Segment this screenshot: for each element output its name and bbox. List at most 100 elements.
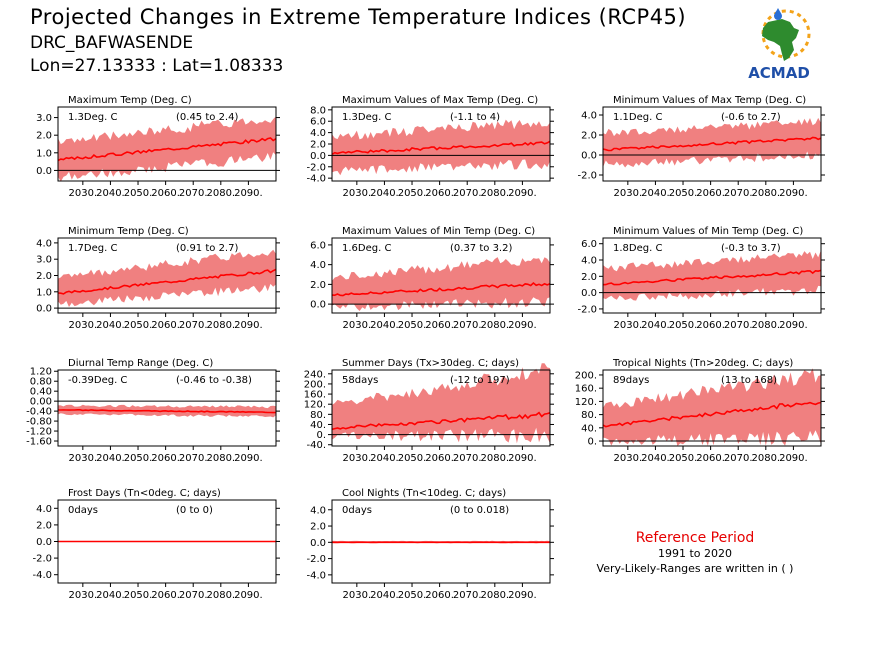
y-tick-label: 4.0 xyxy=(581,111,597,122)
africa-map-logo: ACMAD xyxy=(748,8,811,82)
y-tick-label: 4.0 xyxy=(310,505,326,516)
reference-note: Very-Likely-Ranges are written in ( ) xyxy=(596,562,794,575)
x-tick-label: 2090. xyxy=(234,590,263,601)
range-band xyxy=(58,249,276,307)
chart-title: Diurnal Temp Range (Deg. C) xyxy=(68,358,213,369)
y-tick-label: -4.0 xyxy=(306,570,326,581)
likely-range: (-0.3 to 3.7) xyxy=(721,243,781,254)
change-value: 58days xyxy=(342,375,378,386)
y-tick-label: 0.0 xyxy=(581,151,597,162)
chart-title: Minimum Values of Max Temp (Deg. C) xyxy=(613,95,806,106)
likely-range: (-0.6 to 2.7) xyxy=(721,112,781,123)
x-tick-label: 2080. xyxy=(206,590,235,601)
range-band xyxy=(332,257,550,311)
x-tick-label: 2040. xyxy=(370,320,399,331)
y-tick-label: 2.0 xyxy=(310,522,326,533)
y-tick-label: 6.0 xyxy=(310,240,326,251)
y-tick-label: -4.0 xyxy=(306,174,326,185)
y-tick-label: 2.0 xyxy=(36,131,52,142)
x-tick-label: 2060. xyxy=(425,453,454,464)
x-tick-label: 2030. xyxy=(69,320,98,331)
x-tick-label: 2080. xyxy=(751,188,780,199)
x-tick-label: 2070. xyxy=(179,590,208,601)
x-tick-label: 2050. xyxy=(124,188,153,199)
x-tick-label: 2040. xyxy=(96,188,125,199)
likely-range: (-12 to 197) xyxy=(450,375,510,386)
chart-panel: -4.0 -2.0 0.0 2.0 4.0 2030.2040.2050.2060.207… xyxy=(32,488,280,601)
likely-range: (0.91 to 2.7) xyxy=(176,243,238,254)
range-band xyxy=(603,250,821,301)
x-tick-label: 2030. xyxy=(343,188,372,199)
x-tick-label: 2090. xyxy=(779,453,808,464)
chart-panel: -1.60-1.20-0.80-0.400.000.400.801.20 2030… xyxy=(26,358,280,464)
acmad-logo: ACMAD xyxy=(738,8,820,88)
x-tick-label: 2060. xyxy=(425,320,454,331)
y-tick-label: -0.40 xyxy=(26,407,52,418)
likely-range: (-1.1 to 4) xyxy=(450,112,500,123)
y-tick-label: 0.0 xyxy=(310,151,326,162)
chart-panel: -2.00.02.04.02030.2040.2050.2060.2070.20… xyxy=(577,95,825,199)
x-tick-label: 2050. xyxy=(398,453,427,464)
likely-range: (13 to 168) xyxy=(721,375,777,386)
x-tick-label: 2070. xyxy=(179,453,208,464)
x-tick-label: 2050. xyxy=(669,320,698,331)
y-tick-label: 80. xyxy=(310,410,326,421)
chart-title: Maximum Values of Max Temp (Deg. C) xyxy=(342,95,538,106)
x-tick-label: 2050. xyxy=(398,320,427,331)
x-tick-label: 2030. xyxy=(69,453,98,464)
y-tick-label: 0.0 xyxy=(36,166,52,177)
plot-frame xyxy=(331,499,551,584)
y-tick-label: 240. xyxy=(304,369,326,380)
likely-range: (0.45 to 2.4) xyxy=(176,112,238,123)
x-tick-label: 2050. xyxy=(124,590,153,601)
x-tick-label: 2050. xyxy=(398,590,427,601)
x-tick-label: 2080. xyxy=(206,453,235,464)
chart-title: Minimum Temp (Deg. C) xyxy=(68,226,189,237)
chart-panel: 0. 40. 80. 120. 160. 200. 2030.2040.2050.2060.… xyxy=(575,358,825,464)
range-band xyxy=(603,368,821,446)
mean-line xyxy=(331,411,551,431)
x-tick-label: 2060. xyxy=(151,453,180,464)
y-tick-label: 4.0 xyxy=(310,128,326,139)
reference-years: 1991 to 2020 xyxy=(657,547,733,560)
chart-panel: -40.0.40.80.120.160.200.240.2030.2040.20… xyxy=(304,358,554,464)
x-tick-label: 2040. xyxy=(641,188,670,199)
x-tick-label: 2060. xyxy=(425,188,454,199)
x-tick-label: 2070. xyxy=(179,188,208,199)
chart-panel: -4.0-2.00.02.04.06.08.02030.2040.2050.20… xyxy=(306,95,554,199)
x-tick-label: 2040. xyxy=(641,320,670,331)
y-tick-label: 1.20 xyxy=(30,367,52,378)
x-tick-label: 2030. xyxy=(69,188,98,199)
likely-range: (0.37 to 3.2) xyxy=(450,243,512,254)
x-tick-label: 2090. xyxy=(234,453,263,464)
likely-range: (0 to 0.018) xyxy=(450,505,509,516)
page-title: Projected Changes in Extreme Temperature… xyxy=(30,5,687,29)
change-value: 89days xyxy=(613,375,649,386)
x-tick-label: 2050. xyxy=(669,188,698,199)
x-tick-label: 2090. xyxy=(234,188,263,199)
station-coordinates: Lon=27.13333 : Lat=1.08333 xyxy=(30,56,284,76)
africa-map-icon xyxy=(762,19,799,61)
x-tick-label: 2060. xyxy=(696,453,725,464)
y-tick-label: 2.0 xyxy=(581,272,597,283)
y-tick-label: 0.0 xyxy=(36,304,52,315)
y-tick-label: 40. xyxy=(581,423,597,434)
mean-line xyxy=(57,268,277,295)
y-tick-label: 0.00 xyxy=(30,397,52,408)
y-tick-label: 2.0 xyxy=(310,140,326,151)
plot-frame xyxy=(602,369,822,447)
x-tick-label: 2060. xyxy=(425,590,454,601)
x-tick-label: 2090. xyxy=(508,188,537,199)
mean-line xyxy=(602,269,822,286)
chart-title: Tropical Nights (Tn>20deg. C; days) xyxy=(612,358,793,369)
x-tick-label: 2080. xyxy=(206,188,235,199)
x-tick-label: 2090. xyxy=(779,320,808,331)
x-tick-label: 2040. xyxy=(370,188,399,199)
likely-range: (0 to 0) xyxy=(176,505,213,516)
likely-range: (-0.46 to -0.38) xyxy=(176,375,252,386)
x-tick-label: 2080. xyxy=(480,188,509,199)
x-tick-label: 2030. xyxy=(614,320,643,331)
reference-title: Reference Period xyxy=(635,530,755,546)
y-tick-label: -1.60 xyxy=(26,437,52,448)
